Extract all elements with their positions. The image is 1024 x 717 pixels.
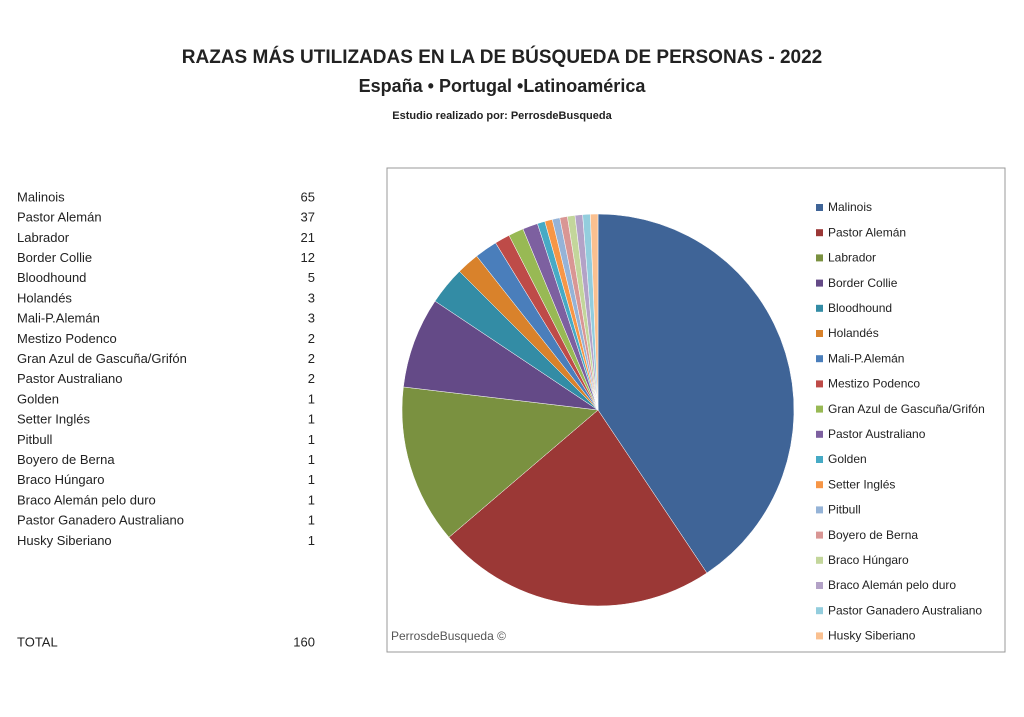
legend-label: Gran Azul de Gascuña/Grifón (828, 402, 985, 416)
legend-swatch (816, 380, 823, 388)
legend-swatch (816, 330, 823, 337)
table-value: 12 (301, 250, 315, 265)
table-name: Holandés (17, 290, 72, 305)
byline: Estudio realizado por: PerrosdeBusqueda (392, 110, 612, 122)
table-name: Pitbull (17, 432, 53, 447)
table-value: 2 (308, 331, 315, 346)
table-name: Labrador (17, 230, 70, 245)
table-value: 1 (308, 432, 315, 447)
legend-label: Boyero de Berna (828, 528, 918, 542)
legend-label: Labrador (828, 251, 876, 265)
table-name: Braco Húngaro (17, 472, 104, 487)
table-value: 21 (301, 230, 315, 245)
table-value: 2 (308, 351, 315, 366)
table-value: 3 (308, 290, 315, 305)
table-name: Pastor Ganadero Australiano (17, 513, 184, 528)
chart-frame (386, 167, 1006, 653)
legend-swatch (816, 204, 823, 211)
legend-label: Pitbull (828, 503, 861, 517)
table-value: 1 (308, 492, 315, 507)
chart-subtitle: España • Portugal •Latinoamérica (359, 76, 647, 96)
legend-swatch (816, 229, 823, 237)
pie-slice (590, 213, 599, 411)
table-value: 65 (301, 189, 315, 204)
legend-swatch (816, 355, 823, 363)
table-value: 1 (308, 472, 315, 487)
table-value: 1 (308, 452, 315, 467)
table-value: 5 (308, 270, 315, 285)
legend-label: Husky Siberiano (828, 629, 916, 643)
legend-label: Pastor Ganadero Australiano (828, 603, 982, 617)
table-name: Setter Inglés (17, 412, 90, 427)
legend-swatch (816, 304, 823, 312)
legend-swatch (816, 430, 823, 438)
legend-label: Setter Inglés (828, 477, 895, 491)
legend-swatch (816, 607, 823, 615)
total-value: 160 (293, 634, 315, 649)
table-name: Mestizo Podenco (17, 331, 117, 346)
legend-swatch (816, 582, 823, 589)
table-name: Pastor Australiano (17, 371, 123, 386)
legend-swatch (816, 405, 823, 413)
legend-swatch (816, 506, 823, 514)
legend-label: Braco Alemán pelo duro (828, 578, 956, 592)
legend-swatch (816, 279, 823, 287)
legend-label: Pastor Australiano (828, 427, 926, 441)
legend-label: Mestizo Podenco (828, 377, 920, 391)
pie-slice (448, 409, 708, 607)
table-name: Mali-P.Alemán (17, 311, 100, 326)
legend-label: Mali-P.Alemán (828, 351, 904, 365)
legend-label: Border Collie (828, 276, 898, 290)
table-value: 1 (308, 412, 315, 427)
table-value: 3 (308, 311, 315, 326)
chart-title: RAZAS MÁS UTILIZADAS EN LA DE BÚSQUEDA D… (182, 46, 822, 68)
table-value: 2 (308, 371, 315, 386)
total-label: TOTAL (17, 634, 58, 649)
table-name: Golden (17, 391, 59, 406)
watermark: PerrosdeBusqueda © (391, 629, 506, 643)
legend-label: Braco Húngaro (828, 553, 909, 567)
legend-label: Golden (828, 452, 867, 466)
table-value: 37 (301, 210, 315, 225)
legend-swatch (816, 632, 823, 640)
legend-swatch (816, 456, 823, 463)
legend-label: Holandés (828, 326, 879, 340)
table-name: Malinois (17, 189, 65, 204)
legend-label: Pastor Alemán (828, 225, 906, 239)
table-name: Husky Siberiano (17, 533, 112, 548)
legend-label: Bloodhound (828, 301, 892, 315)
table-name: Border Collie (17, 250, 92, 265)
table-value: 1 (308, 513, 315, 528)
table-name: Bloodhound (17, 270, 86, 285)
legend-swatch (816, 254, 823, 262)
table-name: Braco Alemán pelo duro (17, 492, 156, 507)
pie-slice (401, 386, 599, 538)
legend-swatch (816, 481, 823, 489)
legend-swatch (816, 531, 823, 539)
table-value: 1 (308, 533, 315, 548)
table-name: Gran Azul de Gascuña/Grifón (17, 351, 187, 366)
table-name: Boyero de Berna (17, 452, 115, 467)
table-value: 1 (308, 391, 315, 406)
table-name: Pastor Alemán (17, 210, 102, 225)
legend-swatch (816, 556, 823, 564)
legend-label: Malinois (828, 200, 872, 214)
